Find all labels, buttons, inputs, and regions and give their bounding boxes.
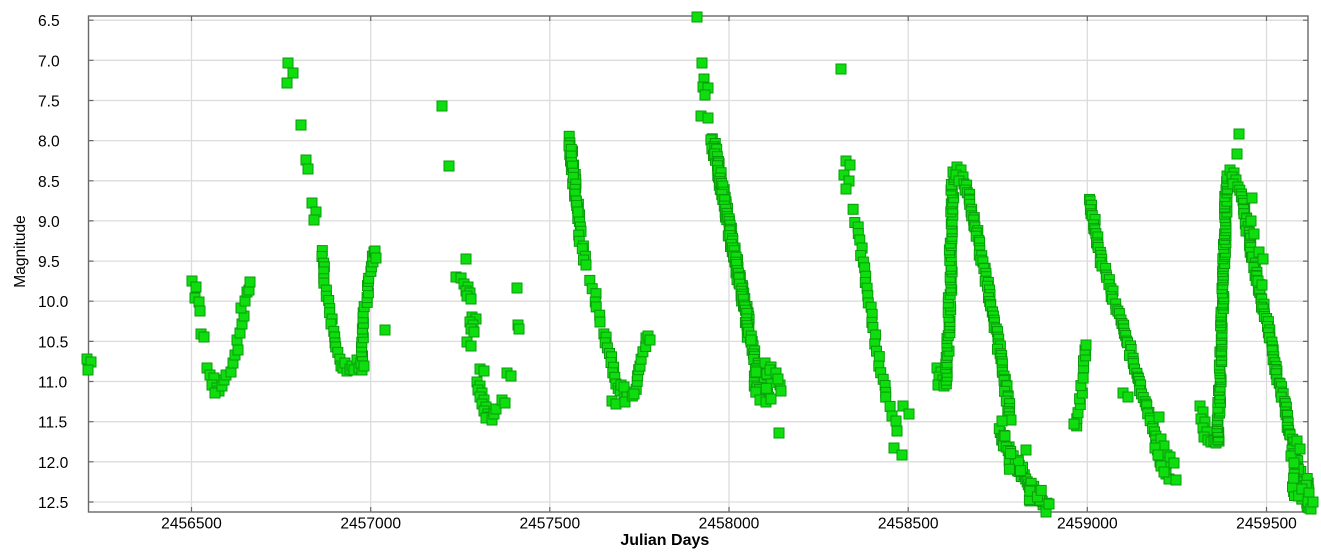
svg-text:8.5: 8.5 <box>38 174 60 191</box>
svg-text:2458000: 2458000 <box>699 516 760 533</box>
svg-text:2456500: 2456500 <box>161 516 222 533</box>
svg-text:2459500: 2459500 <box>1236 516 1297 533</box>
svg-text:11.0: 11.0 <box>38 375 68 392</box>
svg-text:10.0: 10.0 <box>38 294 69 311</box>
svg-text:6.5: 6.5 <box>38 13 60 30</box>
svg-text:9.5: 9.5 <box>38 254 60 271</box>
svg-text:Magnitude: Magnitude <box>12 215 29 287</box>
svg-text:8.0: 8.0 <box>38 134 60 151</box>
svg-text:2458500: 2458500 <box>878 516 939 533</box>
svg-text:12.5: 12.5 <box>38 495 69 512</box>
svg-text:12.0: 12.0 <box>38 455 69 472</box>
svg-text:2459000: 2459000 <box>1057 516 1118 533</box>
svg-text:10.5: 10.5 <box>38 334 69 351</box>
svg-text:9.0: 9.0 <box>38 214 60 231</box>
svg-text:Julian Days: Julian Days <box>620 532 709 549</box>
svg-text:11.5: 11.5 <box>38 415 68 432</box>
svg-text:7.5: 7.5 <box>38 94 60 111</box>
svg-text:7.0: 7.0 <box>38 53 60 70</box>
svg-text:2457000: 2457000 <box>340 516 401 533</box>
svg-text:2457500: 2457500 <box>519 516 580 533</box>
